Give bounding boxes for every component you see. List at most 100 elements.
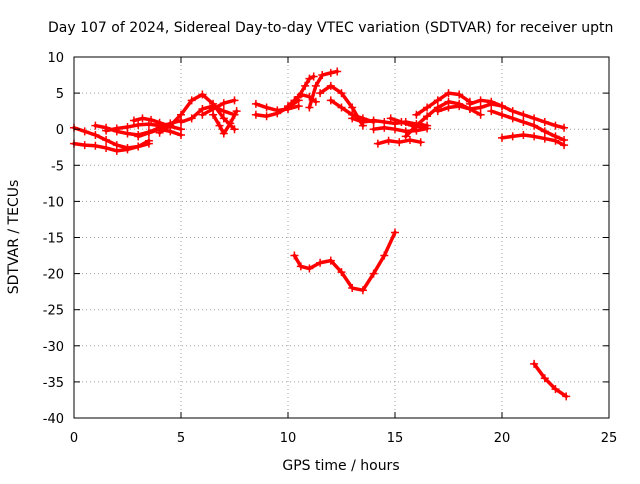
data-point — [519, 110, 528, 119]
data-point — [560, 123, 569, 132]
data-point — [91, 130, 100, 139]
data-series-track-8 — [177, 102, 239, 126]
data-point — [102, 143, 111, 152]
data-point — [187, 96, 196, 105]
data-point — [465, 99, 474, 108]
data-point — [134, 120, 143, 129]
series-trace — [296, 74, 316, 99]
data-series-track-10 — [209, 107, 241, 138]
data-point — [144, 128, 153, 137]
data-point — [487, 97, 496, 106]
data-point — [134, 132, 143, 141]
series-trace — [532, 362, 568, 399]
y-tick-label: -25 — [43, 304, 64, 319]
data-point — [209, 110, 218, 119]
data-point — [123, 123, 132, 132]
data-point — [395, 138, 404, 147]
data-point — [177, 117, 185, 126]
data-point — [384, 136, 393, 145]
data-point — [219, 129, 228, 138]
data-point — [530, 121, 539, 130]
x-tick-label: 5 — [177, 431, 185, 446]
data-point — [551, 121, 560, 130]
y-tick-label: -35 — [43, 376, 64, 391]
data-series-track-28 — [290, 228, 399, 295]
y-tick-label: -10 — [43, 195, 64, 210]
data-point — [386, 114, 395, 123]
data-point — [423, 112, 432, 121]
data-point — [91, 121, 100, 130]
data-point — [401, 132, 410, 141]
data-point — [423, 124, 432, 133]
data-point — [155, 128, 164, 137]
y-axis-title: SDTVAR / TECUs — [6, 180, 22, 295]
data-point — [311, 81, 320, 90]
data-point — [444, 89, 453, 98]
y-tick-label: 0 — [56, 123, 64, 138]
data-point — [498, 110, 506, 119]
data-series-track-23 — [412, 89, 474, 119]
data-point — [219, 99, 228, 108]
data-point — [348, 284, 357, 293]
data-point — [144, 139, 153, 148]
data-series-track-21 — [373, 136, 425, 148]
data-point — [219, 107, 228, 116]
data-point — [358, 117, 367, 126]
data-point — [348, 114, 357, 123]
data-point — [444, 103, 453, 112]
data-point — [129, 116, 138, 125]
x-tick-label: 25 — [601, 431, 618, 446]
data-series-track-2 — [70, 139, 153, 155]
data-point — [262, 112, 271, 121]
data-point — [418, 123, 427, 132]
data-point — [397, 117, 406, 126]
data-point — [508, 107, 517, 116]
data-point — [251, 99, 260, 108]
data-point — [369, 125, 378, 134]
chart-title: Day 107 of 2024, Sidereal Day-to-day VTE… — [48, 20, 613, 36]
data-point — [551, 136, 560, 145]
data-point — [455, 90, 464, 99]
data-point — [80, 141, 89, 150]
data-point — [519, 130, 528, 139]
data-point — [226, 119, 235, 128]
data-point — [337, 103, 346, 112]
data-point — [326, 68, 335, 77]
series-trace — [292, 230, 397, 292]
data-point — [380, 123, 389, 132]
data-point — [326, 81, 335, 90]
data-point — [166, 121, 175, 130]
data-point — [551, 385, 560, 394]
y-tick-label: -40 — [43, 412, 64, 427]
data-point — [294, 92, 303, 101]
data-point — [147, 115, 156, 124]
data-point — [369, 269, 378, 278]
y-tick-label: -20 — [43, 268, 64, 283]
data-point — [102, 136, 111, 145]
tick-layer — [73, 56, 610, 419]
data-point — [348, 103, 357, 112]
data-point — [519, 117, 528, 126]
data-point — [326, 256, 335, 265]
data-point — [540, 127, 549, 136]
y-tick-label: -5 — [51, 159, 64, 174]
data-point — [230, 96, 239, 105]
data-point — [498, 133, 506, 142]
data-point — [423, 103, 432, 112]
data-point — [138, 114, 147, 123]
data-point — [316, 89, 325, 98]
data-series-track-15 — [305, 67, 342, 112]
series-trace — [200, 98, 237, 117]
series-trace — [414, 91, 472, 117]
data-point — [391, 228, 399, 237]
data-point — [326, 96, 335, 105]
data-point — [198, 90, 207, 99]
data-point — [333, 67, 342, 76]
data-point — [530, 132, 539, 141]
data-point — [134, 142, 143, 151]
data-point — [187, 114, 196, 123]
data-point — [198, 110, 207, 119]
data-series-track-29 — [530, 359, 571, 401]
